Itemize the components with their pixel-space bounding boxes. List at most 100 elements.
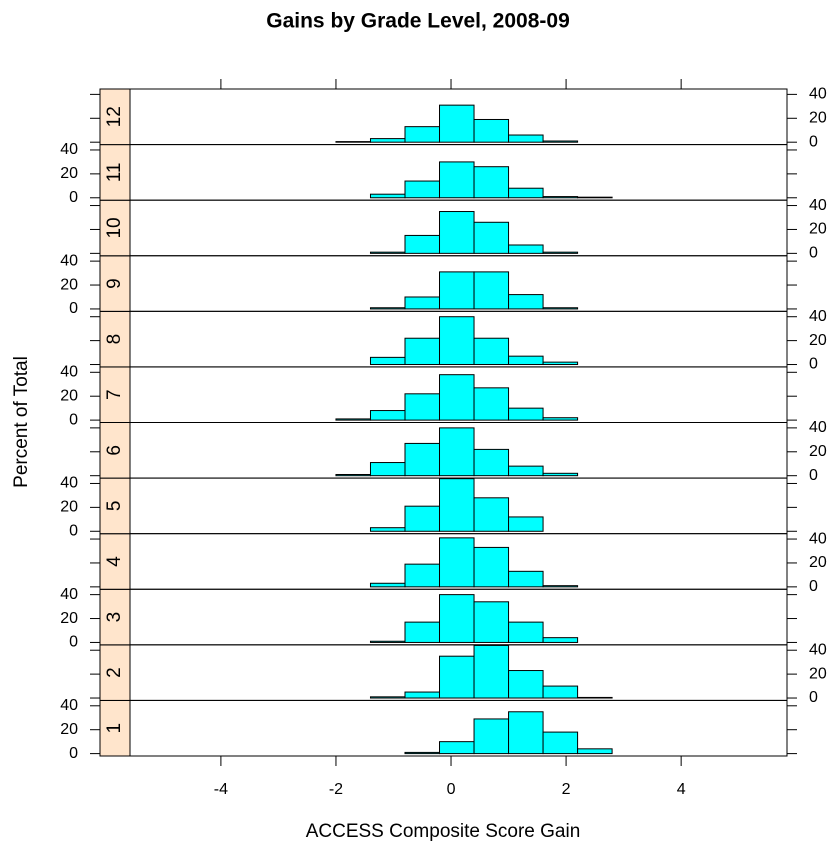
histogram-bar [508,570,544,588]
histogram-bar [473,718,510,755]
histogram-bar [369,138,406,143]
histogram-bar [473,271,510,310]
strip [99,366,131,423]
histogram-bar [508,465,544,477]
y-tick-label: 20 [809,554,827,571]
histogram-bar [369,356,406,366]
histogram-bar [542,307,579,310]
strip-label: 10 [104,217,125,238]
strip [99,644,131,701]
y-tick-label: 0 [809,133,818,150]
histogram-bar [473,644,510,699]
histogram-bar [508,621,544,643]
histogram-bar [542,637,579,643]
y-tick-label: 20 [809,443,827,460]
histogram-bar [473,601,510,643]
histogram-bar [404,621,441,643]
histogram-bar [542,140,579,143]
x-tick-label: 2 [562,781,571,798]
histogram-bar [542,251,579,254]
histogram-bar [369,251,406,254]
histogram-bar [473,166,510,199]
histogram-bar [473,497,510,532]
y-tick-label: 0 [69,634,78,651]
y-tick-label: 0 [69,522,78,539]
strip [99,144,131,201]
y-tick-label: 0 [69,189,78,206]
y-tick-label: 20 [60,499,78,516]
histogram-bar [335,473,371,477]
histogram-bar [369,410,406,421]
y-tick-label: 20 [809,332,827,349]
y-tick-label: 40 [809,197,827,214]
histogram-bar [508,407,544,421]
strip [99,199,131,257]
histogram-bar [439,271,475,310]
histogram-bar [508,134,544,143]
y-tick-label: 0 [809,245,818,262]
histogram-bar [577,696,613,699]
histogram-bar [404,126,441,143]
histogram-bar [577,196,613,199]
histogram-bar [508,711,544,755]
y-tick-label: 40 [60,475,78,492]
histogram-bar [404,691,441,699]
histogram-bar [439,537,475,588]
histogram-bar [542,731,579,755]
y-tick-label: 40 [60,586,78,603]
histogram-bar [542,685,579,699]
strip-label: 5 [104,501,125,512]
strip [99,422,131,479]
histogram-bar [439,161,475,199]
strip-label: 12 [104,106,125,127]
histogram-bar [508,670,544,699]
x-tick-label: 4 [677,781,686,798]
strip-label: 4 [104,556,125,567]
histogram-bar [473,448,510,477]
strip-label: 9 [104,278,125,289]
y-tick-label: 0 [809,689,818,706]
histogram-bar [542,585,579,588]
histogram-bar [473,546,510,588]
histogram-bar [439,427,475,477]
histogram-bar [369,582,406,588]
histogram-bar [542,361,579,366]
y-tick-label: 40 [809,419,827,436]
strip-label: 6 [104,445,125,456]
y-tick-label: 20 [809,221,827,238]
histogram-bar [473,337,510,366]
strip-label: 1 [104,723,125,734]
strip [99,310,131,368]
histogram-bar [404,234,441,254]
histogram-bar [369,307,406,310]
histogram-bar [404,337,441,366]
strip-label: 3 [104,612,125,623]
histogram-bar [508,516,544,532]
y-tick-label: 40 [60,697,78,714]
histogram-bar [439,741,475,755]
x-tick-label: -4 [214,781,228,798]
histogram-bar [335,141,371,143]
histogram-bar [369,527,406,532]
histogram-bar [404,505,441,532]
histogram-bar [369,640,406,643]
histogram-bar [508,355,544,366]
y-tick-label: 0 [69,745,78,762]
y-tick-label: 40 [60,364,78,381]
y-tick-label: 40 [809,530,827,547]
y-axis-label: Percent of Total [11,356,32,488]
strip [99,477,131,535]
histogram-bar [577,748,613,755]
histogram-bar [369,696,406,699]
y-tick-label: 20 [60,276,78,293]
histogram-bar [439,478,475,532]
y-tick-label: 20 [809,665,827,682]
strip-label: 2 [104,667,125,678]
chart-title: Gains by Grade Level, 2008-09 [266,10,570,33]
strip-label: 11 [104,163,125,183]
y-tick-label: 0 [809,578,818,595]
x-axis-label: ACCESS Composite Score Gain [306,821,581,842]
histogram-bar [439,374,475,421]
strip [99,588,131,646]
